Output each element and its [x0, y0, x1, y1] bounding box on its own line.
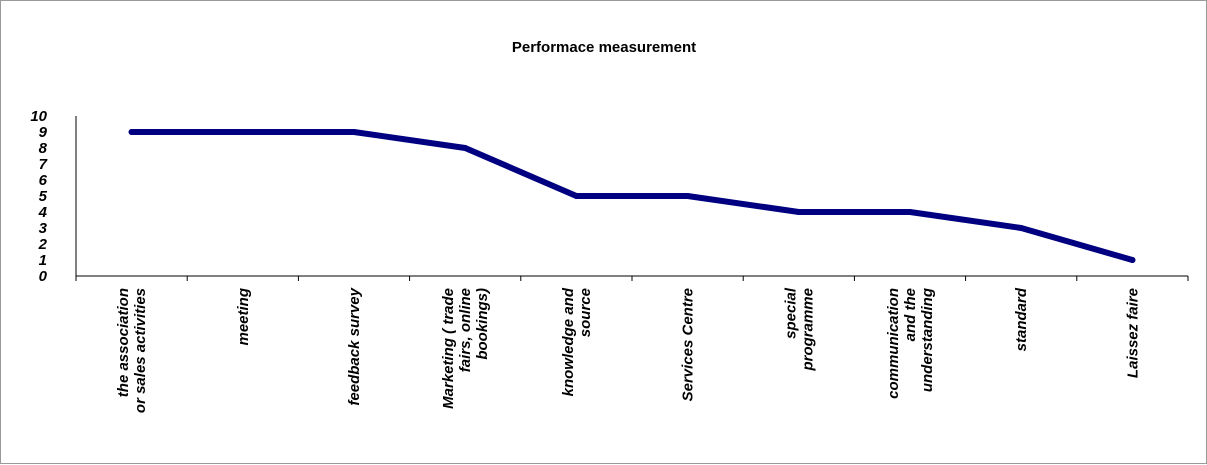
x-tick-label-text: feedback survey — [346, 287, 363, 405]
x-tick-label-line: knowledge and — [560, 287, 577, 396]
data-point — [907, 209, 913, 215]
x-tick-label: communicationand theunderstanding — [885, 288, 936, 399]
x-tick-label-line: feedback survey — [346, 287, 363, 405]
x-tick-label-line: fairs, online — [457, 288, 474, 372]
x-tick-label: knowledge andsource — [560, 287, 594, 396]
data-point — [351, 129, 357, 135]
x-tick-label: standard — [1013, 287, 1030, 351]
y-tick-label: 3 — [39, 220, 48, 237]
x-tick-label-text: meeting — [235, 288, 252, 346]
x-tick-label-line: Laissez faire — [1124, 288, 1141, 378]
x-tick-label-line: the association — [115, 288, 132, 397]
data-point — [239, 129, 246, 135]
series-layer — [128, 129, 1136, 263]
data-point — [573, 193, 580, 199]
data-point — [1018, 225, 1025, 231]
y-tick-label: 10 — [30, 108, 47, 125]
x-tick-label-text: Marketing ( tradefairs, onlinebookings) — [440, 288, 491, 409]
x-tick-label-line: and the — [902, 288, 919, 341]
y-tick-label: 5 — [39, 188, 48, 205]
x-tick-label-text: knowledge andsource — [560, 287, 594, 396]
x-tick-label-text: Laissez faire — [1124, 288, 1141, 378]
x-tick-label-line: Marketing ( trade — [440, 288, 457, 409]
x-tick-label-line: communication — [885, 288, 902, 399]
y-tick-label: 6 — [39, 172, 48, 189]
x-tick-label-text: specialprogramme — [782, 287, 816, 371]
y-tick-label: 1 — [39, 252, 47, 269]
x-axis-tick-labels: the associationor sales activities meetin… — [115, 287, 1141, 413]
x-tick-label-text: communicationand theunderstanding — [885, 288, 936, 399]
x-tick-label: feedback survey — [346, 287, 363, 405]
x-tick-label-text: Services Centre — [680, 288, 697, 401]
x-tick-label: Laissez faire — [1124, 288, 1141, 378]
y-tick-label: 8 — [39, 140, 48, 157]
x-tick-label: specialprogramme — [782, 287, 816, 371]
x-tick-label-line: Services Centre — [680, 288, 697, 401]
chart-title: Performace measurement — [512, 39, 696, 56]
data-point — [462, 145, 469, 151]
x-tick-label-line: source — [577, 288, 594, 337]
y-tick-label: 4 — [38, 204, 48, 221]
x-tick-label-line: or sales activities — [132, 288, 149, 413]
x-tick-label-line: bookings) — [474, 288, 491, 360]
series-line — [128, 129, 1136, 263]
axes — [75, 116, 1189, 281]
data-point — [128, 129, 135, 135]
x-tick-label-line: special — [782, 287, 799, 339]
x-tick-label-line: meeting — [235, 288, 252, 346]
x-tick-label-text: the associationor sales activities — [115, 288, 149, 413]
y-tick-label: 0 — [39, 268, 48, 285]
x-tick-label: meeting — [235, 288, 252, 346]
x-tick-label: Services Centre — [680, 288, 697, 401]
x-tick-label-line: standard — [1013, 287, 1030, 351]
y-tick-label: 2 — [38, 236, 48, 253]
x-tick-label-text: standard — [1013, 287, 1030, 351]
y-tick-label: 7 — [39, 156, 48, 173]
data-point — [1129, 257, 1136, 263]
data-point — [795, 209, 802, 215]
x-tick-label-line: understanding — [919, 288, 936, 392]
data-point — [684, 193, 691, 199]
y-tick-label: 9 — [39, 124, 48, 141]
x-tick-label-line: programme — [799, 288, 816, 372]
x-tick-label: the associationor sales activities — [115, 288, 149, 413]
x-tick-label: Marketing ( tradefairs, onlinebookings) — [440, 288, 491, 409]
